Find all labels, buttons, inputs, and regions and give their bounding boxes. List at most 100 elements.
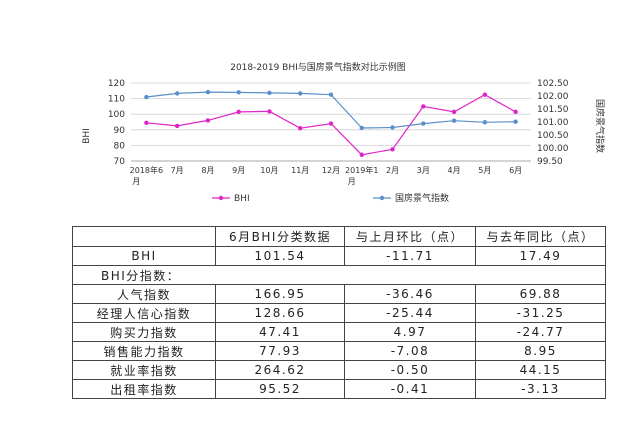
data-point [144,120,149,125]
table-row: 购买力指数 47.41 4.97 -24.77 [72,322,606,342]
data-point [298,126,303,131]
table-cell: 264.62 [215,360,345,380]
chart-title: 2018-2019 BHI与国房景气指数对比示例图 [230,61,406,73]
right-tick-label: 102.50 [537,79,569,89]
data-point [359,152,364,157]
x-tick-label: 11月 [291,166,309,175]
table-cell: -0.41 [344,379,476,399]
x-axis-ticks: 2018年6 月 7月 8月 9月 10月 11月 12月 2019年1 月 2月 3月 4月 5月 6月 [130,165,523,186]
data-point [328,121,334,126]
right-tick-label: 102.00 [537,92,569,102]
data-point [359,125,364,131]
table-section-row: BHI分指数： [72,265,606,285]
right-axis-label: 国房景气指数 [594,99,606,153]
row-label: 购买力指数 [72,322,216,342]
right-tick-label: 100.00 [537,144,569,154]
x-tick-label: 8月 [201,166,214,175]
row-label: BHI [72,246,216,266]
row-label: 就业率指数 [72,360,216,380]
table-cell: -25.44 [344,303,476,323]
data-point [267,109,272,114]
data-point [236,90,241,95]
table-cell: 4.97 [344,322,476,342]
table-row: 销售能力指数 77.93 -7.08 8.95 [72,341,606,361]
row-label: 出租率指数 [72,379,216,399]
table-cell: -3.13 [475,379,606,399]
table-cell: 101.54 [215,246,345,266]
row-label: 人气指数 [72,284,216,304]
x-tick-label: 10月 [260,166,278,175]
legend-marker [218,195,224,201]
left-axis-label: BHI [82,128,92,144]
right-tick-label: 99.50 [537,157,563,167]
table-cell: 44.15 [475,360,606,380]
left-tick-label: 100 [108,110,125,120]
table-cell: -11.71 [344,246,476,266]
x-tick-label: 9月 [232,166,245,175]
table-cell: 166.95 [215,284,345,304]
chart-legend: BHI 国房景气指数 [212,192,449,204]
table-row: 人气指数 166.95 -36.46 69.88 [72,284,606,304]
x-tick-label: 4月 [448,166,461,175]
data-point [174,91,180,96]
x-tick-label: 5月 [478,166,491,175]
x-tick-label: 3月 [417,166,430,175]
data-point [513,109,518,115]
table-cell: 128.66 [215,303,345,323]
data-point [236,109,241,115]
data-point [144,94,149,100]
data-point [390,125,395,130]
table-cell: -0.50 [344,360,476,380]
table-row: 就业率指数 264.62 -0.50 44.15 [72,360,606,380]
right-tick-label: 100.50 [537,131,569,141]
section-label: BHI分指数： [72,265,606,285]
chart-gridlines [131,82,531,162]
data-point [421,104,426,109]
x-tick-label: 7月 [171,166,184,175]
table-cell: 8.95 [475,341,606,361]
data-point [205,89,211,95]
table-cell: -7.08 [344,341,476,361]
data-point [482,92,488,97]
row-label: 经理人信心指数 [72,303,216,323]
table-cell: -24.77 [475,322,606,342]
x-tick-label: 2018年6 [130,165,163,175]
x-tick-label: 6月 [509,166,522,175]
table-cell: -31.25 [475,303,606,323]
data-point [482,120,488,125]
table-row-bhi: BHI 101.54 -11.71 17.49 [72,246,606,266]
left-tick-label: 80 [114,141,126,151]
data-point [513,119,518,124]
x-tick-label: 月 [132,177,140,186]
data-point [174,123,180,129]
table-cell: 69.88 [475,284,606,304]
data-point [328,92,334,97]
table-row: 出租率指数 95.52 -0.41 -3.13 [72,379,606,399]
legend-marker [379,195,385,201]
right-tick-label: 101.00 [537,118,569,128]
legend-label: BHI [234,194,250,204]
left-tick-label: 90 [114,126,126,136]
table-cell: 17.49 [475,246,606,266]
x-tick-label: 2019年1 [345,165,378,175]
table-header-cell: 与上月环比（点） [344,226,476,247]
chart-series [144,89,518,157]
data-point [451,118,457,123]
right-axis-ticks: 99.50 100.00 100.50 101.00 101.50 102.00 102.5… [537,79,569,167]
left-tick-label: 110 [108,95,125,105]
x-tick-label: 12月 [322,166,340,175]
data-point [421,121,426,126]
table-cell: -36.46 [344,284,476,304]
table-header-row: 6月BHI分类数据 与上月环比（点） 与去年同比（点） [72,226,606,247]
left-tick-label: 120 [108,79,125,89]
table-cell: 47.41 [215,322,345,342]
bhi-data-table: 6月BHI分类数据 与上月环比（点） 与去年同比（点） BHI 101.54 -… [72,226,606,399]
table-row: 经理人信心指数 128.66 -25.44 -31.25 [72,303,606,323]
data-point [298,91,303,96]
legend-label: 国房景气指数 [395,192,449,204]
table-cell: 95.52 [215,379,345,399]
comparison-line-chart: 2018-2019 BHI与国房景气指数对比示例图 70 80 90 100 110 12… [82,61,606,204]
table-cell: 77.93 [215,341,345,361]
data-point [205,118,211,123]
row-label: 销售能力指数 [72,341,216,361]
